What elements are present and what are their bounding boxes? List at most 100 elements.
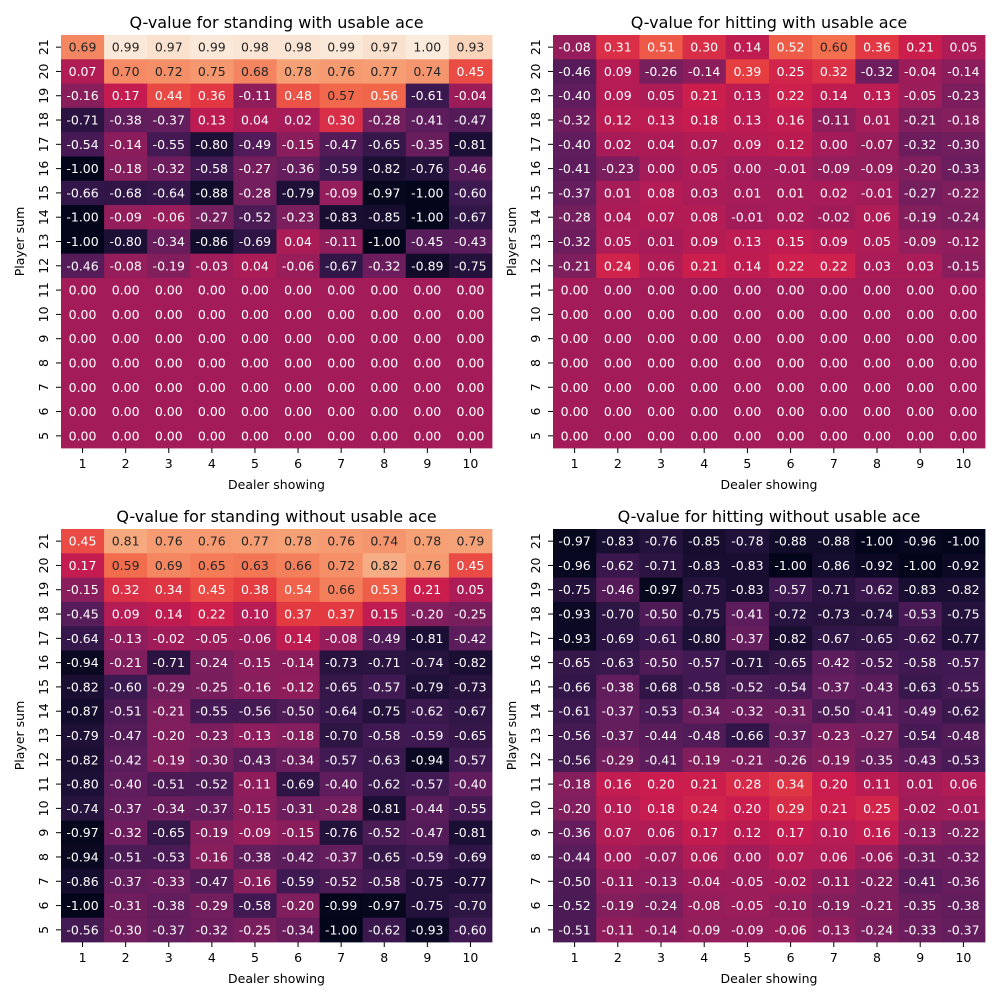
cell-value-label: 0.00 — [112, 307, 140, 322]
heatmap-cell — [61, 796, 105, 821]
y-tick-label: 16 — [528, 655, 543, 671]
cell-value-label: 0.00 — [733, 428, 761, 443]
heatmap-cell — [596, 180, 640, 206]
x-tick-label: 2 — [122, 950, 130, 965]
cell-value-label: -0.37 — [602, 728, 634, 743]
cell-value-label: 0.00 — [820, 355, 848, 370]
y-tick-label: 6 — [36, 902, 51, 910]
heatmap-cell — [448, 796, 493, 821]
heatmap-cell — [448, 626, 493, 651]
cell-value-label: 0.00 — [604, 355, 632, 370]
y-tick-label: 11 — [36, 776, 51, 792]
y-tick-label: 7 — [36, 383, 51, 391]
cell-value-label: -0.14 — [282, 655, 314, 670]
heatmap-cell — [319, 577, 364, 603]
cell-value-label: 0.00 — [906, 331, 934, 346]
cell-value-label: 0.00 — [777, 404, 805, 419]
cell-value-label: 0.01 — [604, 185, 632, 200]
cell-value-label: 0.00 — [604, 283, 632, 298]
heatmap-cell — [147, 83, 191, 109]
cell-value-label: 0.97 — [370, 40, 398, 55]
heatmap-cell — [233, 796, 277, 821]
heatmap-cell — [233, 650, 277, 676]
heatmap-cell — [941, 820, 986, 846]
cell-value-label: 0.00 — [949, 283, 977, 298]
heatmap-cell — [233, 577, 277, 603]
cell-value-label: -0.99 — [325, 898, 357, 913]
y-tick-label: 19 — [36, 582, 51, 598]
cell-value-label: -0.58 — [904, 655, 936, 670]
cell-value-label: 0.00 — [561, 380, 589, 395]
heatmap-cell — [898, 132, 943, 157]
cell-value-label: 0.00 — [241, 307, 269, 322]
cell-value-label: -0.85 — [368, 210, 400, 225]
cell-value-label: 0.00 — [690, 307, 718, 322]
cell-value-label: 0.00 — [777, 307, 805, 322]
cell-value-label: -0.80 — [66, 777, 98, 792]
cell-value-label: -1.00 — [861, 534, 893, 549]
heatmap-panel-4: Q-value for hitting without usable ace -0… — [504, 507, 986, 986]
cell-value-label: 0.00 — [327, 283, 355, 298]
cell-value-label: -0.58 — [239, 898, 271, 913]
cell-value-label: 0.00 — [284, 380, 312, 395]
heatmap-cell — [855, 626, 899, 651]
heatmap-cell — [190, 375, 234, 400]
heatmap-cell — [276, 350, 320, 376]
cell-value-label: 0.07 — [604, 825, 632, 840]
heatmap-cell — [941, 553, 986, 578]
heatmap-cell — [362, 650, 407, 676]
x-tick-label: 4 — [208, 950, 216, 965]
cell-value-label: -0.80 — [109, 234, 141, 249]
heatmap-cell — [596, 35, 640, 60]
heatmap-cell — [682, 180, 727, 206]
cell-value-label: 0.74 — [413, 64, 441, 79]
heatmap-cell — [639, 553, 683, 578]
cell-value-label: -0.51 — [109, 849, 141, 864]
heatmap-cell — [104, 83, 148, 109]
heatmap-cell — [147, 253, 191, 279]
heatmap-cell — [769, 302, 813, 327]
cell-value-label: -0.51 — [558, 922, 590, 937]
heatmap-cell — [898, 650, 943, 676]
cell-value-label: -0.36 — [282, 161, 314, 176]
heatmap-cell — [147, 747, 191, 773]
cell-value-label: -0.42 — [282, 849, 314, 864]
heatmap-cell — [147, 529, 191, 554]
cell-value-label: 0.00 — [112, 331, 140, 346]
heatmap-cell — [725, 796, 770, 821]
heatmap-cell — [319, 423, 364, 449]
heatmap-cell — [104, 820, 148, 846]
heatmap-cell — [553, 375, 597, 400]
cell-value-label: -0.75 — [558, 582, 590, 597]
heatmap-cell — [147, 375, 191, 400]
cell-value-label: 0.14 — [733, 258, 761, 273]
heatmap-cell — [682, 156, 727, 182]
cell-value-label: 0.17 — [112, 88, 140, 103]
cell-value-label: -0.25 — [454, 607, 486, 622]
heatmap-cell — [448, 205, 493, 230]
heatmap-cell — [725, 577, 770, 603]
heatmap-cell — [553, 699, 597, 724]
cell-value-label: 0.06 — [690, 849, 718, 864]
heatmap-cell — [682, 529, 727, 554]
heatmap-cell — [61, 399, 105, 425]
heatmap-cell — [276, 132, 320, 157]
heatmap-cell — [190, 771, 234, 797]
cell-value-label: -0.83 — [325, 210, 357, 225]
heatmap-cell — [553, 132, 597, 157]
cell-value-label: 0.13 — [733, 88, 761, 103]
cell-value-label: 0.00 — [155, 404, 183, 419]
heatmap-cell — [855, 59, 899, 84]
cell-value-label: -0.40 — [558, 137, 590, 152]
y-tick-label: 8 — [528, 853, 543, 861]
heatmap-cell — [812, 674, 856, 700]
heatmap-cell — [553, 601, 597, 627]
y-tick-label: 15 — [528, 185, 543, 201]
heatmap-cell — [147, 156, 191, 182]
heatmap-cell — [639, 375, 683, 400]
cell-value-label: -0.33 — [904, 922, 936, 937]
heatmap-cell — [725, 893, 770, 919]
y-tick-label: 11 — [36, 282, 51, 298]
cell-value-label: -0.44 — [411, 801, 443, 816]
x-tick-label: 3 — [165, 456, 173, 471]
